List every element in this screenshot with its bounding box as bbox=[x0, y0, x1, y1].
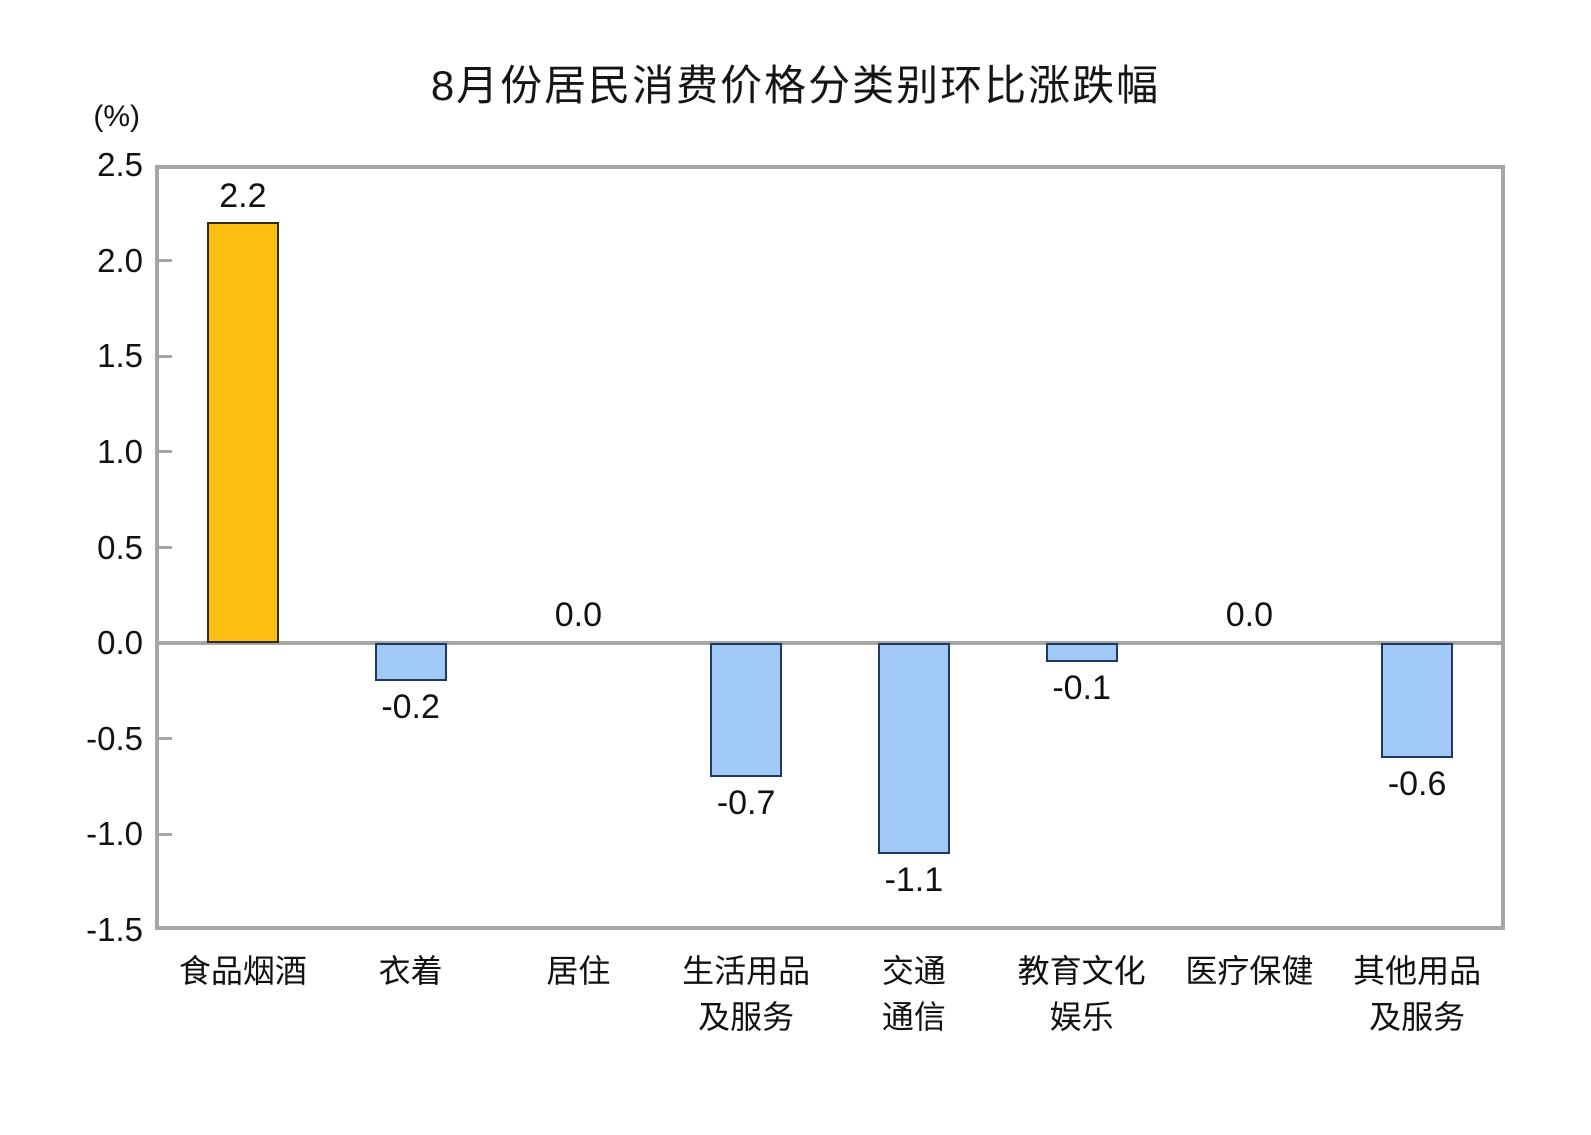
value-label-7: -0.6 bbox=[1387, 764, 1447, 803]
bar-3 bbox=[710, 643, 783, 777]
y-tick-label: -1.0 bbox=[86, 815, 143, 853]
bar-5 bbox=[1045, 643, 1118, 663]
category-label-0: 食品烟酒 bbox=[178, 953, 307, 989]
y-tick-label: 1.5 bbox=[97, 337, 143, 375]
value-label-6: 0.0 bbox=[1225, 596, 1273, 635]
chart-title: 8月份居民消费价格分类别环比涨跌幅 bbox=[430, 62, 1161, 109]
category-label-3: 生活用品 及服务 bbox=[682, 953, 811, 1035]
category-label-2: 居住 bbox=[546, 953, 611, 989]
category-label-1: 衣着 bbox=[378, 953, 443, 989]
y-tick-label: 1.0 bbox=[97, 432, 143, 470]
bar-1 bbox=[374, 643, 447, 682]
bar-0 bbox=[206, 222, 279, 644]
value-label-3: -0.7 bbox=[716, 784, 776, 822]
y-tick-label: 0.0 bbox=[97, 624, 143, 662]
y-axis-unit-label: (%) bbox=[93, 100, 140, 133]
bar-7 bbox=[1381, 643, 1454, 758]
value-label-2: 0.0 bbox=[554, 596, 602, 635]
category-label-5: 教育文化 娱乐 bbox=[1017, 953, 1146, 1035]
y-tick-label: -1.5 bbox=[86, 911, 143, 948]
y-tick-mark bbox=[159, 737, 172, 741]
value-label-0: 2.2 bbox=[219, 177, 267, 216]
y-tick-mark bbox=[159, 450, 172, 454]
category-label-6: 医疗保健 bbox=[1185, 953, 1314, 989]
y-tick-label: 2.0 bbox=[97, 241, 143, 279]
category-label-7: 其他用品 及服务 bbox=[1353, 953, 1482, 1035]
y-tick-label: -0.5 bbox=[86, 719, 143, 757]
y-tick-mark bbox=[159, 546, 172, 549]
value-label-5: -0.1 bbox=[1052, 669, 1111, 708]
y-tick-label: 2.5 bbox=[97, 146, 143, 183]
plot-area: 2.2 -0.2 0.0 -0.7 -1.1 -0.1 0.0 -0.6 bbox=[155, 165, 1505, 930]
value-label-4: -1.1 bbox=[884, 860, 944, 899]
bar-4 bbox=[877, 643, 950, 854]
category-label-4: 交通 通信 bbox=[881, 953, 946, 1035]
value-label-1: -0.2 bbox=[381, 688, 440, 727]
y-tick-label: 0.5 bbox=[97, 528, 143, 566]
y-tick-mark bbox=[159, 259, 172, 263]
zero-baseline bbox=[159, 641, 1501, 646]
y-tick-mark bbox=[159, 832, 172, 836]
y-tick-mark bbox=[159, 354, 172, 358]
